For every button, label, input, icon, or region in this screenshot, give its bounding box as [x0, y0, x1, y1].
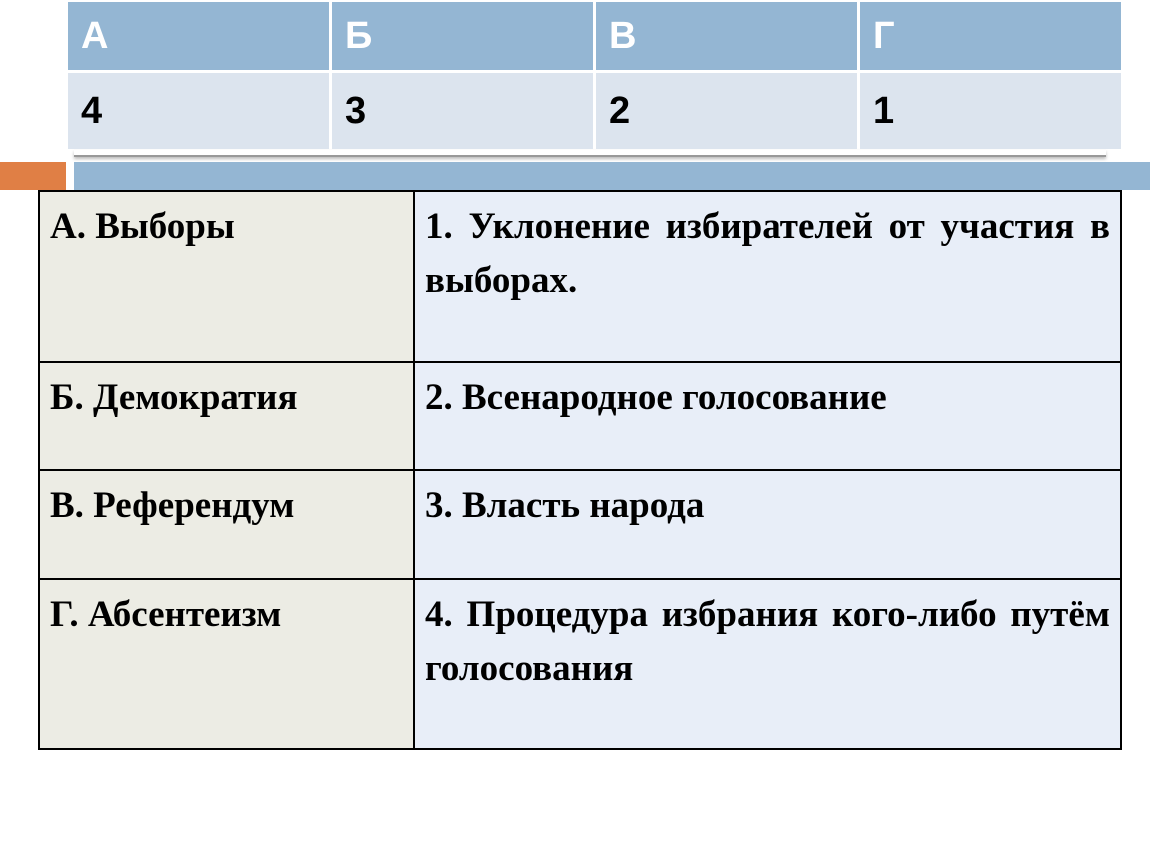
definition-cell: 1. Уклонение избирателей от участия в вы…: [413, 190, 1122, 363]
accent-bar-orange: [0, 162, 66, 190]
table-shadow: [74, 150, 1106, 157]
definition-cell: 2. Всенародное голосование: [413, 361, 1122, 471]
term-cell: Б. Демократия: [38, 361, 415, 471]
matching-table: А. Выборы 1. Уклонение избирателей от уч…: [38, 190, 1122, 750]
answer-table: А Б В Г 4 3 2 1: [68, 2, 1121, 149]
term-cell: В. Референдум: [38, 469, 415, 580]
term-cell: А. Выборы: [38, 190, 415, 363]
answer-value-cell: 3: [332, 73, 593, 149]
answer-value-cell: 1: [860, 73, 1121, 149]
answer-header-cell: Б: [332, 2, 593, 70]
answer-header-cell: А: [68, 2, 329, 70]
answer-header-cell: Г: [860, 2, 1121, 70]
answer-value-cell: 2: [596, 73, 857, 149]
definition-cell: 3. Власть народа: [413, 469, 1122, 580]
answer-value-row: 4 3 2 1: [68, 73, 1121, 149]
table-row: Б. Демократия 2. Всенародное голосование: [38, 361, 1122, 471]
definition-cell: 4. Процедура избрания кого-либо путём го…: [413, 578, 1122, 750]
accent-bar-blue: [74, 162, 1150, 190]
table-row: Г. Абсентеизм 4. Процедура избрания кого…: [38, 578, 1122, 750]
table-row: В. Референдум 3. Власть народа: [38, 469, 1122, 580]
table-row: А. Выборы 1. Уклонение избирателей от уч…: [38, 190, 1122, 363]
answer-header-cell: В: [596, 2, 857, 70]
answer-header-row: А Б В Г: [68, 2, 1121, 70]
term-cell: Г. Абсентеизм: [38, 578, 415, 750]
answer-value-cell: 4: [68, 73, 329, 149]
